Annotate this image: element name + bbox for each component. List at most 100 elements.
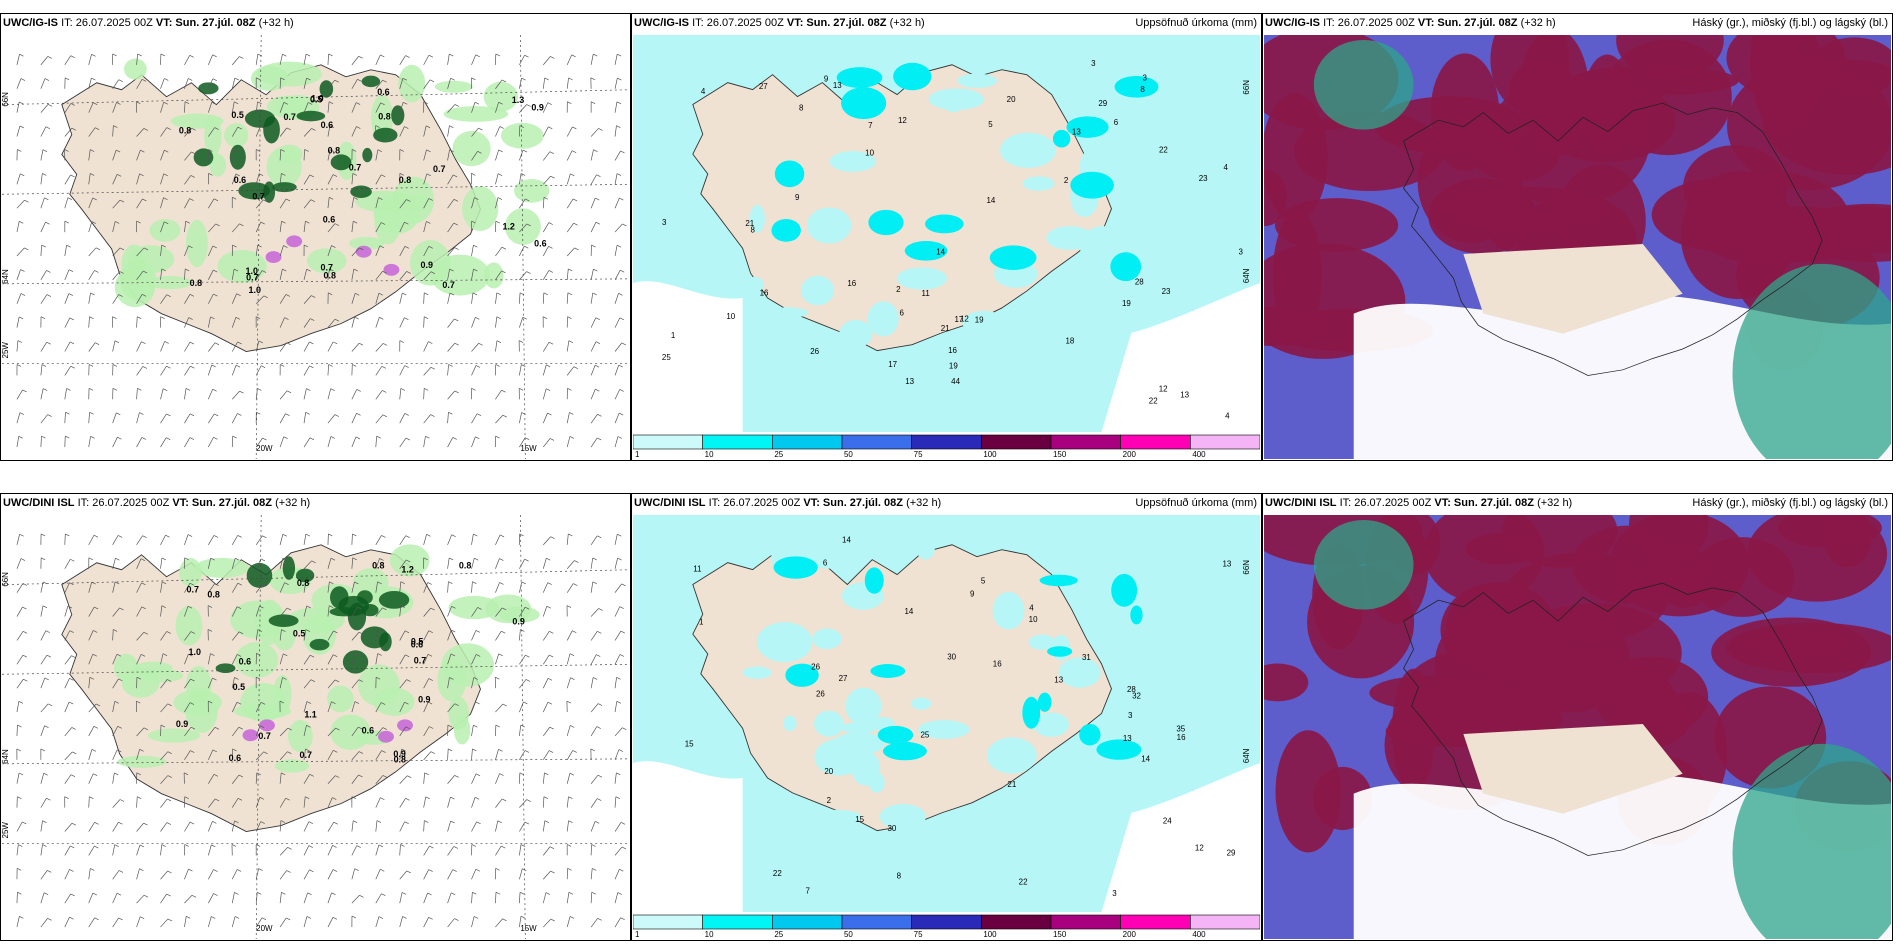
- field-title: Háský (gr.), miðský (fj.bl.) og lágský (…: [1692, 497, 1888, 509]
- wind-barb-tick: [502, 414, 508, 418]
- wind-barb-tick: [19, 101, 24, 105]
- wind-barb-tick: [234, 149, 239, 153]
- wind-barb-tick: [428, 869, 433, 872]
- wind-barb: [542, 796, 545, 808]
- dark-green-area: [296, 110, 326, 122]
- wind-barb-tick: [308, 102, 313, 105]
- wind-barb: [590, 365, 596, 376]
- wind-barb: [160, 366, 167, 376]
- wind-barb: [112, 199, 121, 209]
- wind-barb-tick: [116, 174, 122, 177]
- wind-barb: [614, 677, 617, 689]
- wind-barb: [160, 294, 167, 304]
- wind-barb-tick: [402, 292, 407, 296]
- wind-barb-tick: [94, 606, 99, 610]
- wind-barb-tick: [43, 772, 48, 776]
- valid-time: Sun. 27.júl. 08Z: [1453, 497, 1534, 509]
- light-precip-area: [1058, 657, 1101, 688]
- no-precip-area: [1101, 763, 1260, 912]
- wind-barb-tick: [354, 701, 360, 704]
- wind-barb: [471, 630, 477, 641]
- dark-green-area: [268, 614, 299, 627]
- wind-barb: [40, 126, 47, 137]
- wind-barb-tick: [116, 149, 121, 153]
- wind-barb-tick: [378, 197, 383, 200]
- wind-barb: [208, 677, 213, 689]
- colorbar-tick-label: 10: [705, 930, 714, 939]
- wind-barb: [255, 629, 259, 641]
- wind-barb: [566, 366, 575, 376]
- wind-barb-tick: [428, 916, 433, 920]
- precip-value-label: 5: [981, 577, 986, 586]
- wind-barb-tick: [187, 605, 193, 609]
- wind-barb: [590, 197, 596, 209]
- latitude-tick-label: 25W: [2, 342, 10, 359]
- wind-barb: [88, 749, 93, 760]
- wind-barb: [423, 534, 427, 545]
- wind-barb: [40, 605, 44, 617]
- wind-barb-tick: [549, 438, 555, 441]
- precip-value-label: 31: [1082, 653, 1091, 662]
- wind-barb-tick: [188, 317, 193, 320]
- wind-barb-tick: [356, 389, 361, 392]
- wind-barb-tick: [211, 844, 216, 848]
- wind-barb-tick: [381, 893, 386, 897]
- wind-barb-tick: [47, 870, 52, 873]
- wind-barb-tick: [310, 679, 316, 682]
- wind-barb: [471, 821, 477, 832]
- wind-barb-tick: [502, 607, 507, 611]
- wind-barb-tick: [475, 54, 480, 58]
- wind-barb-tick: [90, 868, 95, 871]
- wind-barb: [519, 223, 528, 233]
- wind-barb: [64, 293, 70, 304]
- light-precip-area: [879, 803, 926, 830]
- wind-barb: [590, 581, 594, 593]
- wind-barb-tick: [234, 916, 240, 919]
- wind-barb: [471, 581, 473, 593]
- longitude-tick-label: 15W: [520, 924, 537, 933]
- wind-barb-tick: [621, 583, 626, 587]
- light-green-area: [149, 218, 181, 242]
- wind-barb: [351, 197, 355, 209]
- wind-barb: [184, 221, 187, 233]
- wind-barb-tick: [119, 607, 124, 611]
- wind-barb: [303, 605, 308, 617]
- wind-barb-tick: [92, 892, 97, 896]
- wind-barb-tick: [358, 342, 364, 346]
- precip-value-label: 25: [662, 353, 671, 362]
- wind-barb: [447, 703, 455, 713]
- wind-barb-tick: [112, 364, 118, 367]
- wind-barb-tick: [17, 149, 22, 152]
- wind-gust-shading: [113, 544, 540, 773]
- wind-barb-tick: [498, 149, 503, 153]
- wind-barb-tick: [137, 316, 142, 319]
- heavy-precip-area: [1079, 723, 1101, 746]
- wind-barb-tick: [303, 244, 309, 248]
- wind-value-label: 0.6: [229, 753, 241, 763]
- wind-barb-tick: [334, 318, 340, 322]
- wind-barb: [590, 774, 599, 784]
- wind-barb-tick: [475, 868, 480, 872]
- wind-barb-tick: [236, 606, 242, 609]
- wind-barb-tick: [23, 678, 28, 682]
- no-precip-area: [633, 761, 743, 912]
- wind-barb-tick: [595, 317, 600, 321]
- wind-barb: [590, 557, 594, 569]
- wind-barb-tick: [596, 654, 601, 657]
- wind-barb-tick: [502, 918, 507, 922]
- wind-barb-tick: [597, 798, 602, 801]
- wind-barb: [231, 726, 240, 737]
- precip-value-label: 26: [811, 663, 820, 672]
- wind-barb: [279, 294, 287, 304]
- wind-barb: [375, 366, 383, 376]
- wind-barb-tick: [141, 341, 146, 344]
- wind-barb-tick: [18, 435, 23, 439]
- colorbar-tick-label: 150: [1053, 450, 1067, 459]
- wind-barb-tick: [46, 797, 51, 801]
- wind-barb: [351, 653, 355, 665]
- wind-barb: [423, 845, 430, 856]
- wind-barb-tick: [285, 198, 291, 202]
- wind-barb-tick: [164, 78, 169, 81]
- precip-value-label: 13: [905, 377, 914, 386]
- light-green-area: [194, 557, 250, 578]
